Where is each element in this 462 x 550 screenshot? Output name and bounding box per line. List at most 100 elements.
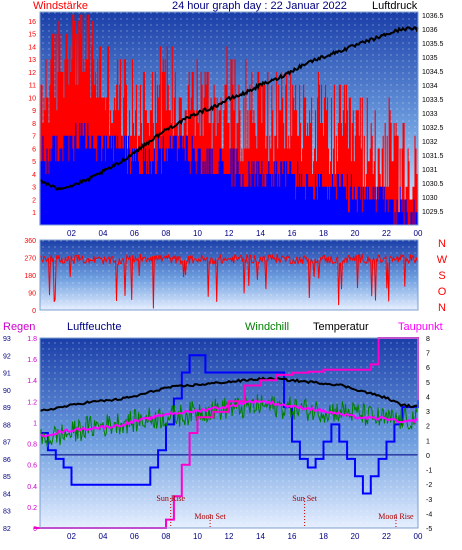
temp-x-tick-label: 12	[225, 532, 234, 541]
temp-tick-label: -2	[426, 482, 432, 489]
pressure-tick-label: 1032.5	[422, 125, 444, 132]
wind-x-tick-label: 18	[319, 229, 328, 238]
wind-tick-label: 10	[28, 95, 36, 102]
direction-tick-label: 0	[32, 308, 36, 315]
pressure-tick-label: 1035	[422, 55, 438, 62]
wind-panel-frame	[39, 11, 419, 226]
wind-tick-label: 13	[28, 57, 36, 64]
wind-x-tick-label: 14	[256, 229, 265, 238]
wind-x-tick-label: 06	[130, 229, 139, 238]
wind-tick-label: 14	[28, 44, 36, 51]
temp-tick-label: -3	[426, 497, 432, 504]
humidity-tick-label: 90	[3, 388, 11, 395]
temp-tick-label: -5	[426, 526, 432, 533]
temp-panel-dots	[40, 338, 418, 528]
compass-letter: N	[438, 302, 446, 314]
wind-x-tick-label: 00	[414, 229, 423, 238]
pressure-tick-label: 1030.5	[422, 181, 444, 188]
temp-tick-label: 3	[426, 409, 430, 416]
rain-tick-label: 0.8	[27, 442, 37, 449]
wind-tick-label: 12	[28, 70, 36, 77]
pressure-tick-label: 1034.5	[422, 69, 444, 76]
wind-x-tick-label: 10	[193, 229, 202, 238]
rain-tick-label: 0.2	[27, 505, 37, 512]
wind-x-tick-label: 12	[225, 229, 234, 238]
wind-tick-label: 6	[32, 146, 36, 153]
pressure-series	[39, 26, 419, 191]
wind-x-tick-label: 08	[162, 229, 171, 238]
temp-tick-label: 1	[426, 438, 430, 445]
annotation-label: Sun Rise	[156, 494, 185, 503]
direction-tick-label: 270	[24, 256, 36, 263]
wind-tick-label: 5	[32, 159, 36, 166]
wind-tick-label: 3	[32, 185, 36, 192]
rain-tick-label: 1	[33, 420, 37, 427]
wind-tick-label: 15	[28, 32, 36, 39]
rain-tick-label: 1.2	[27, 399, 37, 406]
wind-direction-series	[39, 253, 419, 309]
rain-tick-label: 0.6	[27, 463, 37, 470]
pressure-tick-label: 1036	[422, 27, 438, 34]
humidity-tick-label: 87	[3, 440, 11, 447]
temp-tick-label: 4	[426, 394, 430, 401]
luftdruck-label: Luftdruck	[372, 0, 418, 12]
humidity-tick-label: 82	[3, 526, 11, 533]
temp-x-tick-label: 06	[130, 532, 139, 541]
temp-x-tick-label: 04	[99, 532, 108, 541]
wind-tick-label: 2	[32, 197, 36, 204]
rain-tick-label: 0.4	[27, 484, 37, 491]
pressure-tick-label: 1030	[422, 195, 438, 202]
luftfeuchte-label: Luftfeuchte	[67, 321, 122, 333]
humidity-tick-label: 91	[3, 371, 11, 378]
wind-x-tick-label: 20	[351, 229, 360, 238]
humidity-tick-label: 84	[3, 491, 11, 498]
direction-panel-frame	[39, 239, 419, 311]
pressure-tick-label: 1036.5	[422, 13, 444, 20]
direction-tick-label: 360	[24, 238, 36, 245]
regen-label: Regen	[3, 321, 36, 333]
wind-x-tick-label: 04	[99, 229, 108, 238]
pressure-tick-label: 1029.5	[422, 209, 444, 216]
compass-letter: S	[438, 270, 446, 282]
temp-x-tick-label: 00	[414, 532, 423, 541]
temp-tick-label: 0	[426, 453, 430, 460]
rain-tick-label: 0	[33, 526, 37, 533]
temp-tick-label: 7	[426, 351, 430, 358]
temp-x-tick-label: 10	[193, 532, 202, 541]
compass-letter: O	[437, 286, 447, 298]
temp-tick-label: 8	[426, 336, 430, 343]
temp-x-tick-label: 02	[67, 532, 76, 541]
pressure-tick-label: 1034	[422, 83, 438, 90]
wind-tick-label: 7	[32, 134, 36, 141]
temp-x-tick-label: 16	[288, 532, 297, 541]
annotation-label: Moon Set	[194, 512, 226, 521]
pressure-tick-label: 1031	[422, 167, 438, 174]
temp-x-tick-label: 08	[162, 532, 171, 541]
annotation-label: Sun Set	[292, 494, 317, 503]
temp-x-tick-label: 22	[382, 532, 391, 541]
windstarke-label: Windstärke	[33, 0, 89, 12]
humidity-tick-label: 93	[3, 336, 11, 343]
direction-tick-label: 180	[24, 273, 36, 280]
compass-letter: N	[438, 238, 446, 250]
wind-x-tick-label: 02	[67, 229, 76, 238]
humidity-tick-label: 85	[3, 474, 11, 481]
pressure-tick-label: 1033	[422, 111, 438, 118]
temperatur-label: Temperatur	[313, 321, 369, 333]
taupunkt-label: Taupunkt	[398, 321, 443, 333]
temp-x-tick-label: 14	[256, 532, 265, 541]
pressure-tick-label: 1033.5	[422, 97, 444, 104]
humidity-tick-label: 92	[3, 353, 11, 360]
pressure-tick-label: 1031.5	[422, 153, 444, 160]
temp-x-tick-label: 20	[351, 532, 360, 541]
wind-x-tick-label: 22	[382, 229, 391, 238]
pressure-tick-label: 1035.5	[422, 41, 444, 48]
wind-tick-label: 11	[29, 83, 36, 90]
humidity-tick-label: 83	[3, 509, 11, 516]
chart-title: 24 hour graph day : 22 Januar 2022	[172, 0, 347, 12]
rain-tick-label: 1.8	[27, 336, 37, 343]
wind-tick-label: 4	[32, 172, 36, 179]
temp-panel-frame	[39, 337, 419, 529]
